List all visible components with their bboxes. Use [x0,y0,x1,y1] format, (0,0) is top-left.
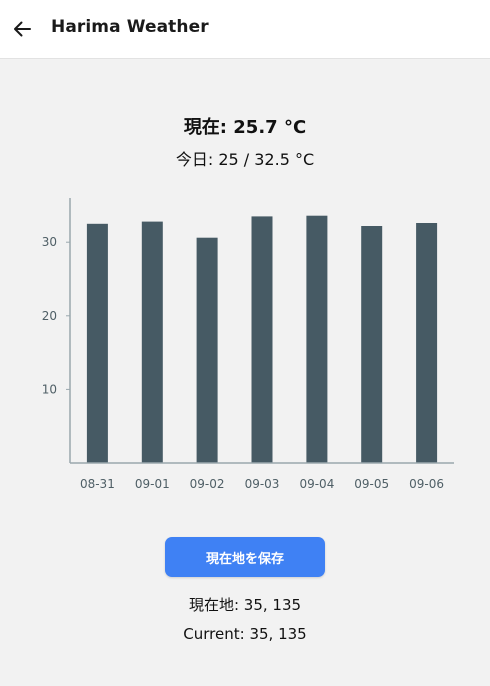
save-location-button[interactable]: 現在地を保存 [165,537,325,577]
bar-09-01 [141,221,163,463]
x-tick-label: 09-04 [299,477,334,491]
x-tick-label: 09-06 [409,477,444,491]
y-tick-label: 20 [42,309,57,323]
x-tick-label: 09-05 [354,477,389,491]
app-title: Harima Weather [51,17,209,37]
bar-09-02 [196,237,218,463]
today-temperature-range: 今日: 25 / 32.5 °C [175,150,315,169]
y-tick-label: 10 [42,382,57,396]
arrow-left-icon [14,21,31,37]
back-button[interactable] [8,13,36,45]
app-bar: Harima Weather [0,0,490,59]
x-tick-label: 09-03 [245,477,280,491]
x-tick-label: 09-01 [135,477,170,491]
current-location-en: Current: 35, 135 [183,625,307,643]
bar-09-04 [306,215,328,463]
y-tick-label: 30 [42,235,57,249]
x-tick-label: 08-31 [80,477,115,491]
current-temperature: 現在: 25.7 °C [183,117,307,138]
temperature-bar-chart: 10 20 30 08-31 09-01 09-02 09-03 09-04 09-05 09-… [42,198,454,491]
current-location-ja: 現在地: 35, 135 [188,596,302,614]
bar-09-03 [251,216,273,463]
bar-09-06 [416,223,438,463]
bar-08-31 [86,223,108,463]
bar-09-05 [361,226,383,463]
x-tick-label: 09-02 [190,477,225,491]
